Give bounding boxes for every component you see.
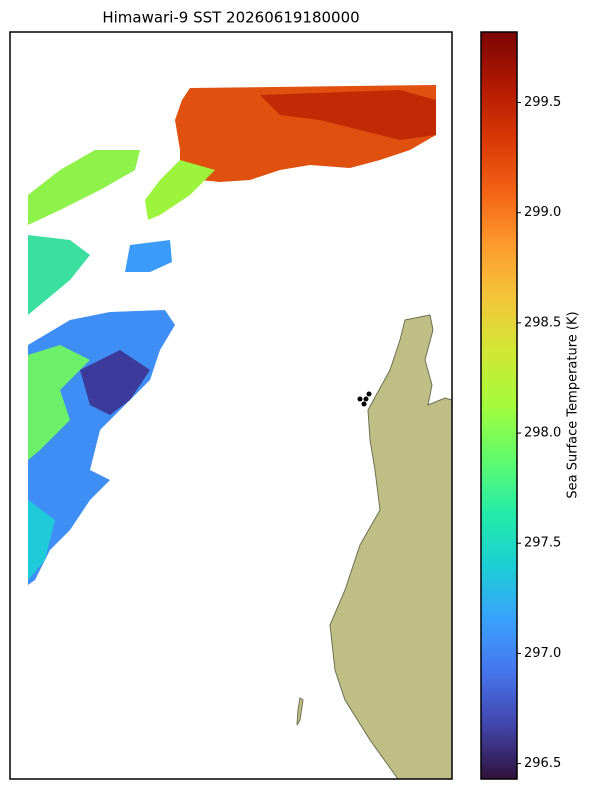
- sst-cold-core: [80, 350, 150, 415]
- station-marker: [357, 396, 363, 402]
- colorbar-tick-label: 297.0: [524, 646, 561, 661]
- sst-patch: [28, 500, 55, 580]
- island: [296, 697, 304, 726]
- colorbar-tick-label: 299.5: [524, 95, 561, 110]
- sst-hot-core: [260, 90, 436, 140]
- colorbar-tick-label: 298.5: [524, 315, 561, 330]
- colorbar-tick-label: 296.5: [524, 756, 561, 771]
- map-title: Himawari-9 SST 20260619180000: [102, 9, 359, 27]
- station-marker: [363, 396, 369, 402]
- map-frame: [9, 31, 453, 780]
- sst-patch: [28, 150, 140, 225]
- colorbar-label: Sea Surface Temperature (K): [566, 311, 581, 498]
- land: [329, 314, 453, 780]
- station-marker: [366, 391, 372, 397]
- colorbar-tick-label: 298.0: [524, 426, 561, 441]
- sst-patch: [125, 240, 172, 272]
- colorbar-tick-label: 297.5: [524, 536, 561, 551]
- map-panel: [9, 31, 453, 780]
- colorbar-tick-label: 299.0: [524, 205, 561, 220]
- sst-patch: [28, 345, 90, 460]
- sst-patch: [28, 235, 90, 315]
- station-marker: [361, 401, 367, 407]
- colorbar: [480, 31, 518, 780]
- sst-patch: [145, 160, 215, 220]
